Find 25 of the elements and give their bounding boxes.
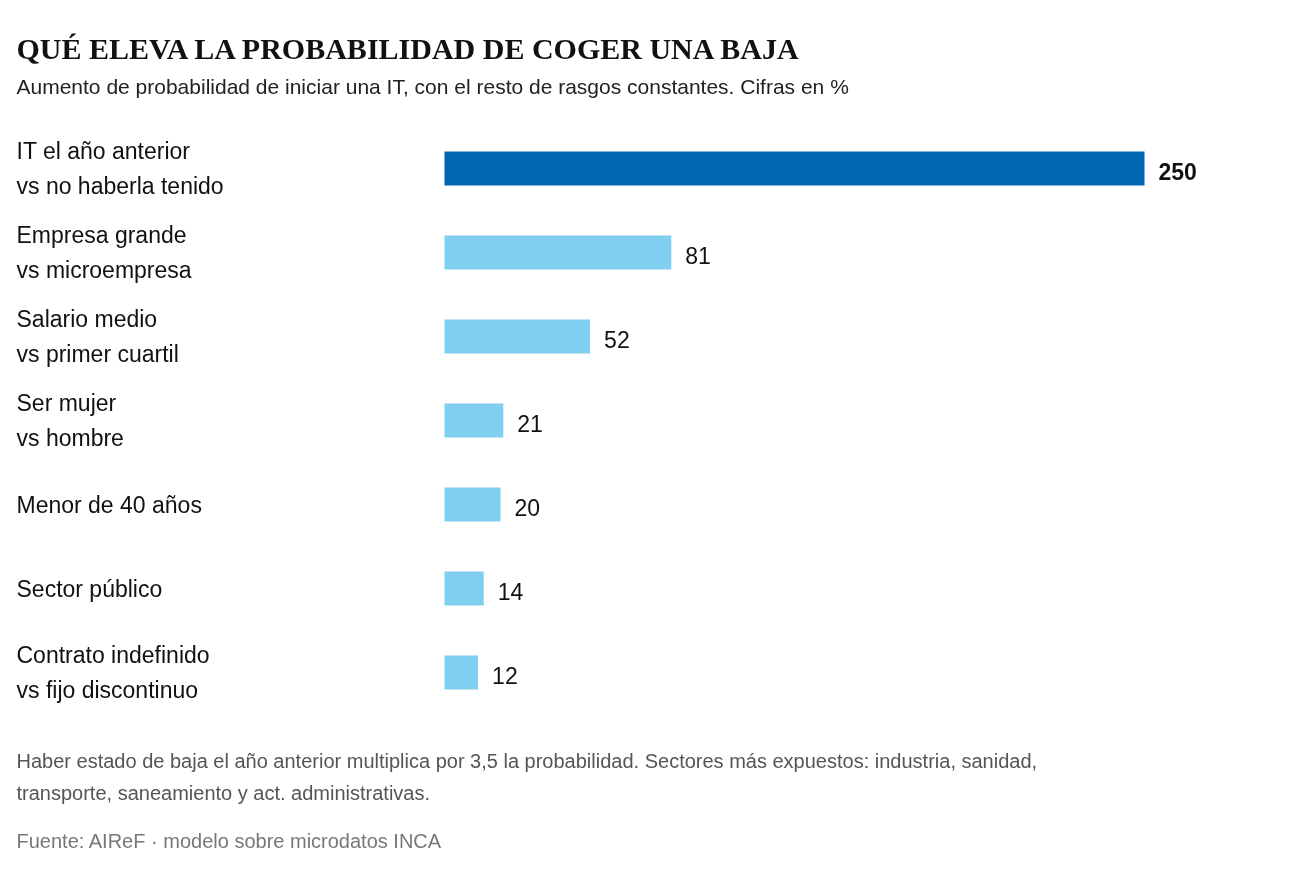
bar [444, 655, 479, 690]
y-tick-label: IT el año anterior vs no haberla tenido [16, 137, 224, 200]
y-tick-label: Ser mujer vs hombre [16, 389, 124, 452]
bar [444, 571, 484, 606]
data-label: 81 [685, 243, 711, 269]
y-tick-label: Empresa grande vs microempresa [16, 221, 192, 284]
bar [444, 235, 672, 270]
data-label: 21 [517, 411, 543, 437]
chart-subtitle: Aumento de probabilidad de iniciar una IT, con el resto de rasgos constantes. Cifras en % [16, 75, 849, 98]
bar [444, 487, 501, 522]
bar [444, 151, 1145, 186]
bar [444, 403, 504, 438]
data-label: 12 [492, 663, 518, 689]
chart-title: QUÉ ELEVA LA PROBABILIDAD DE COGER UNA BAJA [16, 32, 799, 65]
data-label: 20 [514, 495, 541, 521]
source-note: Fuente: AIReF · modelo sobre microdatos INCA [16, 829, 442, 852]
y-tick-label: Sector público [16, 575, 163, 602]
data-label: 250 [1158, 159, 1197, 185]
y-tick-label: Menor de 40 años [16, 491, 202, 518]
text: Haber estado de baja el año anterior multiplica por 3,5 la probabilidad. Sectores más expuestos: industria, sanidad, transporte, saneamiento y act. administrativas. [16, 749, 1038, 804]
data-label: 52 [604, 327, 630, 353]
y-tick-label: Salario medio vs primer cuartil [16, 305, 179, 368]
bar [444, 319, 591, 354]
y-tick-label: Contrato indefinido vs fijo discontinuo [16, 641, 210, 704]
data-label: 14 [497, 579, 524, 605]
